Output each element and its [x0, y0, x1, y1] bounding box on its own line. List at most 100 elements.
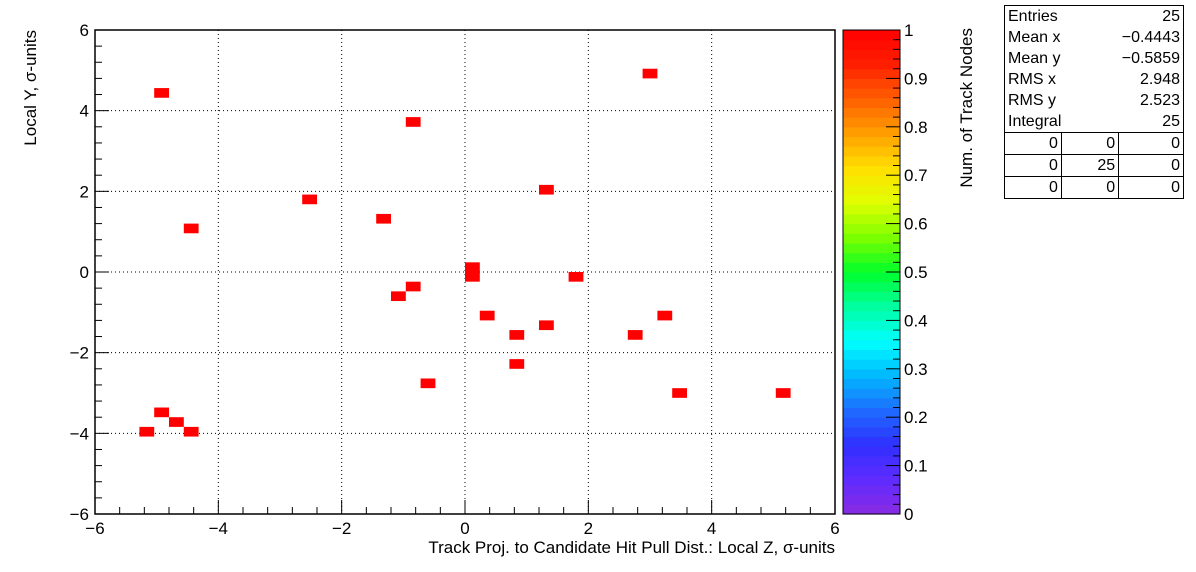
palette-band	[843, 49, 900, 60]
y-tick-label: −4	[70, 424, 89, 443]
heatmap-cell	[775, 388, 791, 398]
palette-band	[843, 272, 900, 283]
z-tick-label: 0.5	[904, 263, 928, 282]
stats-key: RMS y	[1003, 90, 1119, 111]
palette-band	[843, 291, 900, 302]
x-axis-label: Track Proj. to Candidate Hit Pull Dist.:…	[428, 538, 835, 557]
stats-grid-cell: 0	[1060, 132, 1120, 155]
palette-band	[843, 233, 900, 244]
x-tick-label: 4	[707, 519, 716, 538]
palette-band	[843, 388, 900, 399]
z-tick-labels: 0 0.1 0.2 0.3 0.4 0.5 0.6 0.7 0.8 0.9 1	[904, 21, 928, 524]
palette-band	[843, 88, 900, 99]
z-tick-label: 0.3	[904, 360, 928, 379]
stats-key: Integral	[1003, 111, 1119, 133]
stats-grid-cell: 25	[1060, 154, 1120, 177]
stats-value: 2.948	[1118, 69, 1184, 90]
stats-value: 25	[1118, 5, 1184, 27]
y-tick-label: 6	[80, 21, 89, 40]
palette-band	[843, 426, 900, 438]
stats-grid-cell: 0	[1118, 176, 1184, 199]
heatmap-cell	[420, 378, 436, 389]
stats-row: Mean x −0.4443	[1003, 27, 1184, 48]
stats-grid-cell: 0	[1004, 132, 1062, 155]
stats-value: 2.523	[1118, 90, 1184, 111]
axis-ticks	[94, 29, 836, 515]
heatmap-cell	[183, 223, 199, 234]
heatmap-cell	[509, 359, 525, 369]
stats-key: Mean x	[1003, 27, 1119, 48]
palette-band	[843, 455, 900, 467]
palette-band	[843, 68, 900, 79]
z-tick-label: 0.2	[904, 408, 928, 427]
palette-band	[843, 330, 900, 341]
x-tick-label: −6	[85, 519, 104, 538]
heatmap-cell	[405, 281, 421, 292]
palette-band	[843, 78, 900, 89]
palette-band	[843, 252, 900, 263]
stats-grid-cell: 0	[1004, 176, 1062, 199]
heatmap-cell	[302, 194, 317, 205]
stats-row: RMS y 2.523	[1003, 90, 1184, 111]
palette-band	[843, 262, 900, 273]
palette-band	[843, 484, 900, 496]
x-tick-label: 2	[584, 519, 593, 538]
heatmap-cell	[391, 291, 406, 302]
z-tick-label: 0.9	[904, 69, 928, 88]
grid-lines	[95, 30, 835, 514]
heatmap-cell	[154, 407, 169, 418]
palette-band	[843, 475, 900, 486]
stats-key: RMS x	[1003, 69, 1119, 90]
color-palette	[842, 29, 901, 515]
palette-band	[843, 397, 900, 409]
stats-key: Entries	[1003, 5, 1119, 27]
palette-band	[843, 136, 900, 147]
stats-grid-row: 0 25 0	[1004, 154, 1184, 177]
stats-grid-cell: 0	[1118, 154, 1184, 177]
stats-value: −0.4443	[1118, 27, 1184, 48]
z-tick-label: 0	[904, 505, 913, 524]
palette-band	[843, 301, 900, 312]
heatmap-cell	[642, 68, 658, 79]
stats-row: Mean y −0.5859	[1003, 48, 1184, 69]
stats-key: Mean y	[1003, 48, 1119, 69]
palette-band	[843, 126, 900, 138]
heatmap-cell	[405, 117, 421, 127]
stats-grid-cell: 0	[1004, 154, 1062, 177]
palette-band	[843, 242, 900, 254]
x-tick-label: −2	[332, 519, 351, 538]
z-tick-label: 0.4	[904, 311, 928, 330]
heatmap-cell	[465, 262, 480, 272]
heatmap-cell	[627, 330, 643, 340]
stats-grid-cell: 0	[1060, 176, 1120, 199]
z-tick-label: 1	[904, 21, 913, 40]
palette-band	[843, 281, 900, 292]
heatmap-cell	[183, 426, 199, 437]
palette-band	[843, 30, 900, 41]
stats-grid-cell: 0	[1118, 132, 1184, 155]
y-tick-labels: −6 −4 −2 0 2 4 6	[70, 21, 89, 524]
y-tick-label: −6	[70, 505, 89, 524]
stats-row: Entries 25	[1003, 5, 1184, 27]
stats-value: 25	[1118, 111, 1184, 133]
x-tick-label: 6	[830, 519, 839, 538]
palette-band	[843, 446, 900, 457]
palette-band	[843, 204, 900, 215]
y-axis-label: Local Y, σ-units	[21, 30, 40, 146]
heatmap-cell	[479, 310, 495, 321]
palette-band	[843, 184, 900, 196]
palette-band	[843, 310, 900, 321]
y-tick-label: −2	[70, 344, 89, 363]
stats-value: −0.5859	[1118, 48, 1184, 69]
z-tick-label: 0.1	[904, 457, 928, 476]
palette-band	[843, 97, 900, 109]
heatmap-cell	[672, 388, 687, 398]
palette-band	[843, 504, 900, 515]
palette-band	[843, 146, 900, 157]
y-tick-label: 0	[80, 263, 89, 282]
palette-band	[843, 339, 900, 351]
palette-band	[843, 494, 900, 505]
heatmap-cell	[568, 272, 584, 282]
